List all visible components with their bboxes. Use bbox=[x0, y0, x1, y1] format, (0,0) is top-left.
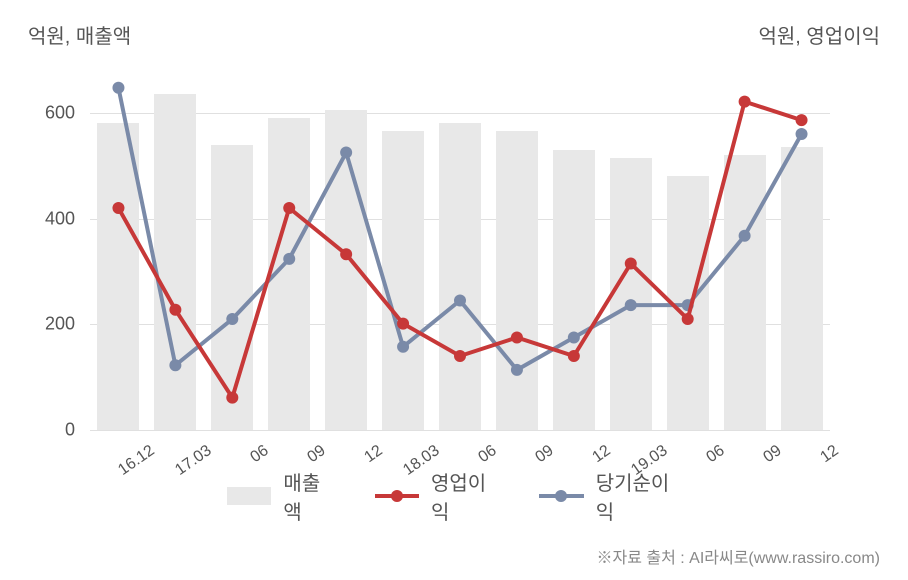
series-marker bbox=[511, 364, 523, 376]
series-marker bbox=[796, 114, 808, 126]
series-marker bbox=[568, 350, 580, 362]
series-marker bbox=[739, 230, 751, 242]
series-marker bbox=[568, 332, 580, 344]
series-marker bbox=[625, 299, 637, 311]
source-note: ※자료 출처 : AI라씨로(www.rassiro.com) bbox=[596, 544, 880, 568]
x-tick-label: 16.12 bbox=[99, 442, 158, 491]
legend-item-bars: 매출액 bbox=[227, 467, 335, 525]
series-marker bbox=[283, 253, 295, 265]
series-marker bbox=[454, 295, 466, 307]
series-marker bbox=[340, 248, 352, 260]
series-marker bbox=[397, 341, 409, 353]
series-marker bbox=[112, 82, 124, 94]
series-marker bbox=[169, 304, 181, 316]
legend-swatch-line-red bbox=[375, 494, 419, 498]
series-marker bbox=[682, 313, 694, 325]
y-left-tick-label: 0 bbox=[65, 420, 75, 441]
plot-area: 02004006001020304016.1217.0306091218.030… bbox=[90, 60, 830, 430]
x-tick-label: 17.03 bbox=[156, 442, 215, 491]
right-axis-title: 억원, 영업이익 bbox=[758, 20, 880, 49]
chart-container: 억원, 매출액 억원, 영업이익 02004006001020304016.12… bbox=[0, 0, 908, 580]
series-marker bbox=[226, 313, 238, 325]
legend-item-line1: 영업이익 bbox=[375, 467, 500, 525]
series-marker bbox=[397, 318, 409, 330]
x-tick-label: 09 bbox=[725, 442, 784, 491]
series-marker bbox=[112, 202, 124, 214]
lines-layer bbox=[90, 60, 830, 430]
legend-label: 매출액 bbox=[283, 467, 334, 525]
y-left-tick-label: 600 bbox=[45, 102, 75, 123]
series-line bbox=[118, 88, 801, 370]
legend-label: 영업이익 bbox=[431, 467, 499, 525]
y-left-tick-label: 200 bbox=[45, 314, 75, 335]
legend-label: 당기순이익 bbox=[596, 467, 681, 525]
series-marker bbox=[625, 258, 637, 270]
legend-swatch-bar bbox=[227, 487, 271, 505]
legend: 매출액 영업이익 당기순이익 bbox=[227, 467, 681, 525]
series-marker bbox=[511, 332, 523, 344]
series-marker bbox=[340, 147, 352, 159]
legend-swatch-line-blue bbox=[539, 494, 584, 498]
series-marker bbox=[169, 359, 181, 371]
left-axis-title: 억원, 매출액 bbox=[28, 20, 131, 49]
series-marker bbox=[796, 128, 808, 140]
series-marker bbox=[739, 96, 751, 108]
series-marker bbox=[454, 350, 466, 362]
series-marker bbox=[226, 392, 238, 404]
gridline bbox=[90, 430, 830, 431]
x-tick-label: 12 bbox=[782, 442, 841, 491]
y-left-tick-label: 400 bbox=[45, 208, 75, 229]
legend-item-line2: 당기순이익 bbox=[539, 467, 681, 525]
series-marker bbox=[283, 202, 295, 214]
